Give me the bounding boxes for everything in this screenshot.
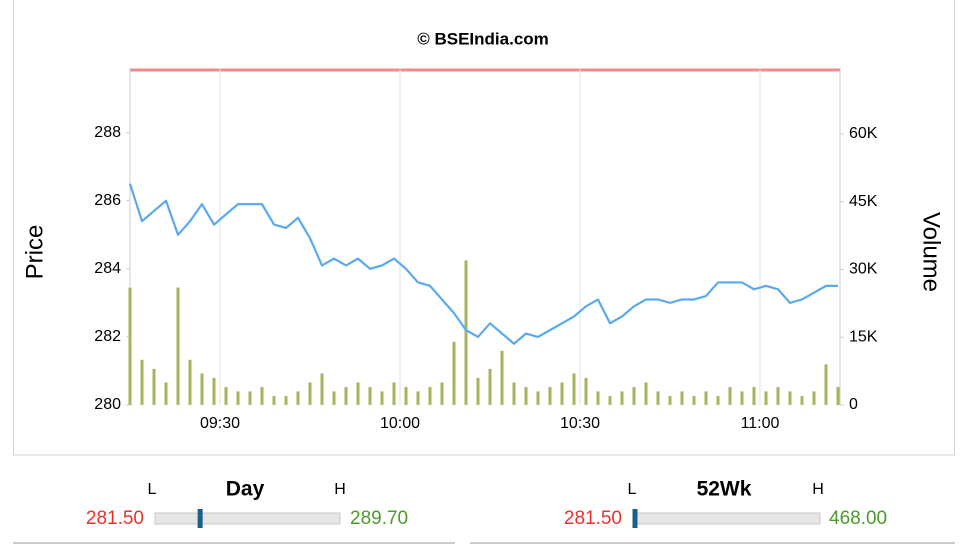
range-low: 281.50 — [564, 508, 622, 529]
volume-bar — [632, 386, 636, 405]
low-marker: L — [148, 481, 157, 498]
volume-bar — [140, 359, 144, 405]
y-tick-label: 288 — [94, 124, 121, 141]
volume-bar — [788, 391, 792, 405]
y-tick-label: 286 — [94, 192, 121, 209]
volume-bar — [248, 391, 252, 405]
y-tick-label: 284 — [94, 260, 121, 277]
volume-bar — [152, 368, 156, 405]
volume-bar — [488, 368, 492, 405]
volume-bar — [572, 373, 576, 405]
volume-bar — [176, 287, 180, 405]
volume-bar — [764, 391, 768, 405]
range-title: 52Wk — [697, 478, 752, 501]
y2-tick-label: 60K — [849, 125, 878, 142]
volume-bar — [596, 391, 600, 405]
volume-bar — [800, 395, 804, 405]
y-axis-label: Price — [21, 225, 48, 280]
volume-bar — [428, 386, 432, 405]
volume-bar — [812, 391, 816, 405]
volume-bar — [308, 382, 312, 405]
price-line — [128, 183, 838, 345]
volume-bar — [164, 382, 168, 405]
volume-bar — [272, 395, 276, 405]
volume-bar — [332, 391, 336, 405]
volume-bar — [524, 386, 528, 405]
volume-bar — [392, 382, 396, 405]
volume-bar — [212, 377, 216, 405]
day-range: L Day H 281.50 289.70 — [86, 478, 408, 529]
volume-bar — [656, 391, 660, 405]
y-tick-label: 282 — [94, 328, 121, 345]
volume-bar — [728, 386, 732, 405]
x-tick-label: 10:30 — [560, 415, 600, 432]
volume-bar — [344, 386, 348, 405]
volume-bar — [560, 382, 564, 405]
volume-bar — [704, 391, 708, 405]
volume-bar — [548, 386, 552, 405]
volume-bar — [404, 386, 408, 405]
range-low: 281.50 — [86, 508, 144, 529]
volume-bar — [752, 386, 756, 405]
range-thumb — [197, 509, 203, 528]
x-tick-label: 10:00 — [380, 415, 420, 432]
high-marker: H — [334, 481, 346, 498]
y2-tick-label: 15K — [849, 328, 878, 345]
volume-bar — [464, 260, 468, 405]
volume-bar — [224, 386, 228, 405]
y2-axis-label: Volume — [918, 212, 945, 292]
range-track — [632, 512, 821, 525]
volume-bar — [200, 373, 204, 405]
volume-bar — [440, 382, 444, 405]
volume-bar — [260, 386, 264, 405]
volume-bar — [680, 391, 684, 405]
volume-bar — [740, 391, 744, 405]
x-tick-label: 11:00 — [741, 415, 780, 432]
volume-bar — [584, 377, 588, 405]
volume-bar — [368, 386, 372, 405]
volume-bar — [188, 359, 192, 405]
x-tick-label: 09:30 — [200, 415, 240, 432]
volume-bar — [380, 391, 384, 405]
y-tick-label: 280 — [94, 396, 121, 413]
volume-bar — [512, 382, 516, 405]
volume-bar — [296, 391, 300, 405]
range-high: 468.00 — [829, 508, 887, 529]
volume-bar — [284, 395, 288, 405]
volume-bar — [128, 287, 132, 405]
volume-bar — [452, 341, 456, 405]
low-marker: L — [628, 481, 637, 498]
volume-bar — [320, 373, 324, 405]
volume-bar — [668, 395, 672, 405]
volume-bar — [824, 364, 828, 405]
volume-bar — [416, 391, 420, 405]
y2-tick-label: 30K — [849, 261, 878, 278]
volume-bar — [836, 386, 840, 405]
volume-bar — [536, 391, 540, 405]
chart-frame — [13, 0, 955, 456]
range-thumb — [632, 509, 638, 528]
volume-bar — [776, 386, 780, 405]
volume-bar — [620, 391, 624, 405]
volume-bar — [500, 350, 504, 405]
volume-bar — [608, 395, 612, 405]
volume-bar — [692, 395, 696, 405]
range-high: 289.70 — [350, 508, 408, 529]
week52-range: L 52Wk H 281.50 468.00 — [564, 478, 887, 529]
high-marker: H — [812, 481, 824, 498]
volume-bar — [644, 382, 648, 405]
volume-bar — [476, 377, 480, 405]
range-track — [154, 512, 341, 525]
range-title: Day — [226, 478, 265, 501]
chart-title: © BSEIndia.com — [417, 29, 549, 48]
y2-tick-label: 45K — [849, 193, 878, 210]
volume-bar — [236, 391, 240, 405]
volume-bar — [356, 382, 360, 405]
y2-tick-label: 0 — [849, 396, 858, 413]
volume-bar — [716, 395, 720, 405]
